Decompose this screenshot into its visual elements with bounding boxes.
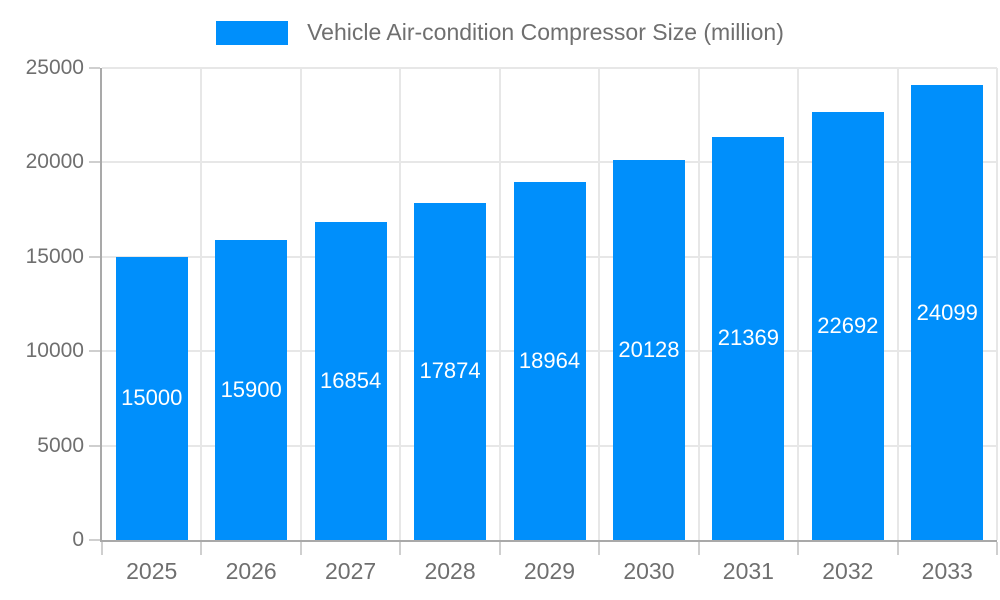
- y-axis-label: 0: [72, 528, 84, 551]
- x-axis-label: 2028: [424, 558, 476, 584]
- v-gridline: [200, 68, 203, 540]
- chart-title: Vehicle Air-condition Compressor Size (m…: [307, 19, 784, 45]
- bar: 18964: [513, 181, 586, 540]
- plot-area: 0 5000 10000 15000 20000 25000 2025 15000 2026 15…: [26, 56, 998, 584]
- x-tick-mark: [598, 542, 601, 555]
- x-tick-mark: [896, 542, 899, 555]
- v-gridline: [896, 68, 899, 540]
- x-tick-mark: [697, 542, 700, 555]
- bar: 20128: [612, 159, 685, 540]
- h-gridline: [102, 161, 997, 164]
- v-gridline: [399, 68, 402, 540]
- bar: 16854: [314, 221, 387, 540]
- legend-swatch: [216, 20, 289, 45]
- bar: 17874: [414, 202, 487, 540]
- x-axis-line: [100, 540, 997, 542]
- x-tick-mark: [101, 542, 103, 555]
- y-tick-mark: [89, 255, 100, 258]
- legend: Vehicle Air-condition Compressor Size (m…: [0, 19, 1000, 46]
- y-axis-line: [100, 68, 102, 542]
- bar-value-label: 18964: [518, 347, 581, 373]
- bar-value-label: 17874: [419, 358, 481, 384]
- bar-value-label: 16854: [320, 367, 382, 393]
- bar-value-label: 20128: [618, 336, 680, 362]
- x-tick-mark: [498, 542, 501, 555]
- y-axis-label: 10000: [25, 339, 84, 363]
- x-tick-mark: [797, 542, 800, 555]
- v-gridline: [299, 68, 302, 540]
- y-axis-label: 5000: [37, 433, 84, 457]
- bar-value-label: 21369: [717, 325, 779, 351]
- v-gridline: [797, 68, 800, 540]
- x-axis-label: 2029: [523, 558, 576, 584]
- x-axis-label: 2027: [325, 558, 377, 584]
- x-tick-mark: [399, 542, 402, 555]
- bar: 15900: [215, 239, 288, 540]
- x-axis-label: 2033: [921, 558, 973, 584]
- y-tick-mark: [89, 350, 100, 353]
- bar-value-label: 22692: [817, 312, 879, 338]
- y-tick-mark: [89, 161, 100, 164]
- y-tick-mark: [89, 444, 100, 447]
- y-axis-label: 15000: [25, 244, 84, 268]
- bar-value-label: 15000: [121, 385, 183, 411]
- x-axis-label: 2030: [623, 558, 675, 584]
- x-axis-label: 2032: [822, 558, 874, 584]
- x-tick-mark: [299, 542, 302, 555]
- y-axis-label: 20000: [25, 150, 84, 174]
- x-tick-mark: [200, 542, 203, 555]
- bar: 21369: [712, 136, 785, 540]
- v-gridline: [498, 68, 501, 540]
- bar: 24099: [911, 85, 984, 540]
- y-axis-label: 25000: [25, 56, 84, 79]
- bar-value-label: 24099: [916, 299, 978, 325]
- v-gridline: [697, 68, 700, 540]
- bar-value-label: 15900: [220, 376, 282, 402]
- x-axis-label: 2025: [126, 558, 178, 584]
- x-tick-mark: [996, 542, 998, 555]
- bar: 22692: [811, 111, 884, 540]
- y-tick-mark: [89, 539, 100, 541]
- v-gridline: [598, 68, 601, 540]
- y-tick-mark: [89, 67, 100, 69]
- h-gridline: [102, 67, 997, 69]
- x-axis-label: 2031: [722, 558, 774, 584]
- v-gridline: [996, 68, 998, 540]
- bar: 15000: [115, 256, 188, 540]
- x-axis-label: 2026: [225, 558, 277, 584]
